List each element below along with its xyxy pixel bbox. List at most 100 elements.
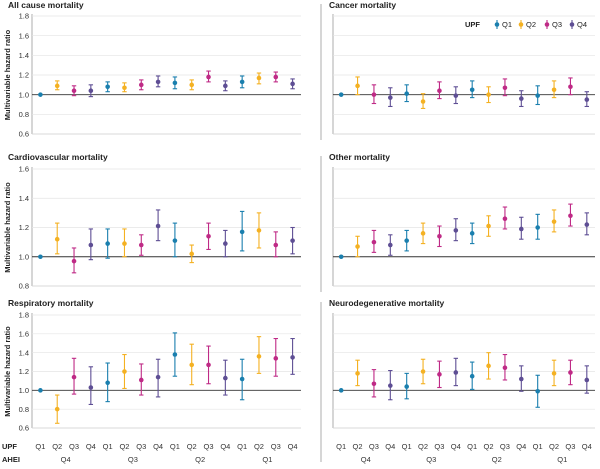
upf-tick-label: Q2 xyxy=(52,442,62,451)
ahei-group-label: Q1 xyxy=(557,455,567,464)
data-point-ahei-q1-upf-q3 xyxy=(568,203,573,227)
hazard-ratio-marker xyxy=(256,75,262,81)
upf-tick-label: Q4 xyxy=(451,442,461,451)
upf-tick-label: Q1 xyxy=(103,442,113,451)
data-point-ahei-q1-upf-q3 xyxy=(273,71,279,83)
hazard-ratio-marker xyxy=(88,88,94,94)
data-point-ahei-q3-upf-q3 xyxy=(437,360,442,389)
hazard-ratio-marker xyxy=(568,213,573,219)
data-point-ahei-q1-upf-q2 xyxy=(256,72,262,85)
hazard-ratio-marker xyxy=(122,369,127,374)
y-tick-label: 1.0 xyxy=(19,386,29,395)
data-point-ahei-q1-upf-q1 xyxy=(239,210,245,252)
data-point-ahei-q4-upf-q2 xyxy=(355,235,360,258)
y-tick-label: 1.6 xyxy=(19,31,29,40)
hazard-ratio-marker xyxy=(38,92,43,97)
ahei-group-label: Q4 xyxy=(61,455,71,464)
y-tick-label: 1.6 xyxy=(19,329,29,338)
data-point-ahei-q4-upf-q1 xyxy=(338,254,344,260)
y-tick-label: 0.6 xyxy=(19,130,29,139)
data-point-ahei-q4-upf-q3 xyxy=(371,369,377,398)
hazard-ratio-marker xyxy=(290,81,295,87)
hazard-ratio-marker xyxy=(54,83,60,89)
data-point-ahei-q1-upf-q1 xyxy=(535,374,540,408)
y-tick-label: 1.4 xyxy=(19,51,29,60)
data-point-ahei-q3-upf-q2 xyxy=(420,358,426,385)
hazard-ratio-marker xyxy=(239,376,245,382)
hazard-ratio-marker xyxy=(38,254,43,260)
hazard-ratio-marker xyxy=(551,219,557,224)
legend-title: UPF xyxy=(465,20,480,29)
data-point-ahei-q1-upf-q3 xyxy=(273,337,279,377)
data-point-ahei-q4-upf-q3 xyxy=(71,85,77,97)
ahei-group-label: Q4 xyxy=(361,455,371,464)
hazard-ratio-marker xyxy=(172,80,178,86)
data-point-ahei-q4-upf-q3 xyxy=(71,357,77,395)
data-point-ahei-q2-upf-q2 xyxy=(189,244,195,264)
hazard-ratio-marker xyxy=(453,228,459,233)
y-tick-label: 1.8 xyxy=(19,12,29,21)
data-point-ahei-q4-upf-q3 xyxy=(71,247,77,274)
legend-entry-q3: Q3 xyxy=(544,20,562,29)
data-point-ahei-q1-upf-q2 xyxy=(551,80,557,99)
data-point-ahei-q3-upf-q4 xyxy=(155,75,161,88)
data-point-ahei-q4-upf-q1 xyxy=(38,388,43,393)
legend-swatch-dot xyxy=(544,22,550,27)
hazard-ratio-marker xyxy=(568,84,573,90)
hazard-ratio-marker xyxy=(420,99,426,104)
hazard-ratio-marker xyxy=(486,223,491,229)
ahei-group-label: Q2 xyxy=(195,455,205,464)
data-point-ahei-q2-upf-q3 xyxy=(206,70,211,83)
data-point-ahei-q2-upf-q2 xyxy=(486,215,491,237)
upf-tick-label: Q3 xyxy=(136,442,146,451)
legend-label: Q2 xyxy=(526,20,536,29)
data-point-ahei-q2-upf-q4 xyxy=(223,359,228,396)
upf-row-label: UPF xyxy=(2,442,17,451)
hazard-ratio-marker xyxy=(206,233,211,239)
panel-title: All cause mortality xyxy=(8,0,84,10)
hazard-ratio-marker xyxy=(155,79,161,85)
data-point-ahei-q4-upf-q4 xyxy=(88,228,94,261)
data-point-ahei-q4-upf-q2 xyxy=(355,359,360,387)
y-tick-label: 1.8 xyxy=(19,311,29,320)
data-point-ahei-q3-upf-q4 xyxy=(453,86,459,105)
upf-tick-label: Q1 xyxy=(336,442,346,451)
hazard-ratio-marker xyxy=(239,79,245,85)
hazard-ratio-marker xyxy=(535,225,540,230)
hazard-ratio-marker xyxy=(105,380,110,386)
hazard-ratio-marker xyxy=(338,92,344,97)
data-point-ahei-q4-upf-q1 xyxy=(338,388,344,393)
hazard-ratio-marker xyxy=(273,74,279,80)
data-point-ahei-q2-upf-q1 xyxy=(469,222,475,245)
hazard-ratio-marker xyxy=(388,95,393,100)
hazard-ratio-marker xyxy=(138,82,144,88)
hazard-ratio-marker xyxy=(155,374,161,380)
hazard-ratio-marker xyxy=(223,241,228,246)
y-tick-label: 1.2 xyxy=(19,223,29,232)
hazard-ratio-marker xyxy=(437,233,442,239)
data-point-ahei-q2-upf-q1 xyxy=(172,76,178,90)
data-point-ahei-q4-upf-q1 xyxy=(338,92,344,97)
y-tick-label: 1.2 xyxy=(19,367,29,376)
upf-tick-label: Q2 xyxy=(119,442,129,451)
upf-tick-label: Q4 xyxy=(86,442,96,451)
y-tick-label: 1.6 xyxy=(19,165,29,174)
upf-tick-label: Q3 xyxy=(434,442,444,451)
data-point-ahei-q2-upf-q4 xyxy=(519,90,524,108)
hazard-ratio-marker xyxy=(71,88,77,94)
data-point-ahei-q4-upf-q2 xyxy=(355,76,360,96)
data-point-ahei-q4-upf-q3 xyxy=(371,84,377,105)
data-point-ahei-q3-upf-q4 xyxy=(453,357,459,387)
data-point-ahei-q1-upf-q1 xyxy=(239,358,245,401)
y-tick-label: 0.8 xyxy=(19,110,29,119)
hazard-ratio-marker xyxy=(355,371,360,376)
data-point-ahei-q3-upf-q1 xyxy=(404,372,409,400)
upf-tick-label: Q2 xyxy=(484,442,494,451)
upf-tick-label: Q3 xyxy=(204,442,214,451)
upf-tick-label: Q2 xyxy=(353,442,363,451)
hazard-ratio-marker xyxy=(71,374,77,380)
data-point-ahei-q4-upf-q2 xyxy=(54,222,60,255)
data-point-ahei-q1-upf-q3 xyxy=(568,359,573,386)
data-point-ahei-q4-upf-q1 xyxy=(38,92,43,97)
